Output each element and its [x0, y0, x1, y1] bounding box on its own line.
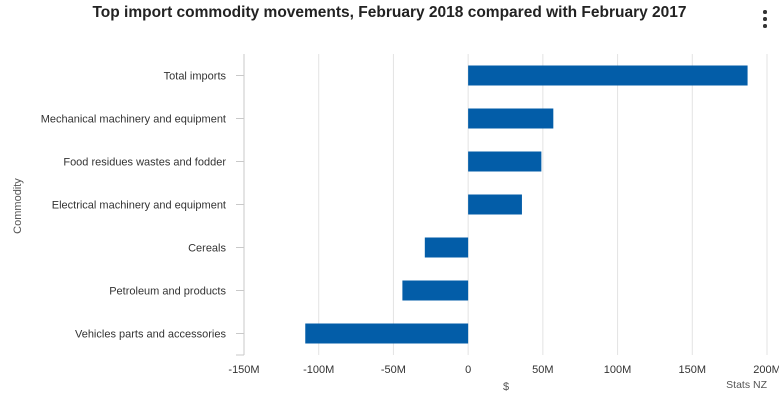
bar[interactable] — [468, 151, 542, 172]
category-label: Food residues wastes and fodder — [63, 157, 226, 169]
category-label: Total imports — [164, 71, 227, 83]
category-label: Mechanical machinery and equipment — [41, 114, 226, 126]
bar[interactable] — [468, 65, 748, 86]
x-axis-title: $ — [502, 381, 510, 393]
category-label: Petroleum and products — [109, 286, 226, 298]
x-tick-label: -100M — [303, 364, 334, 376]
bar[interactable] — [424, 237, 469, 258]
kebab-menu-icon — [763, 10, 767, 14]
chart-credit: Stats NZ — [726, 379, 767, 391]
bar-layer — [305, 65, 748, 344]
axis-layer — [236, 54, 245, 356]
bar[interactable] — [468, 108, 554, 129]
x-tick-label: -150M — [228, 364, 259, 376]
bar[interactable] — [468, 194, 522, 215]
chart-title: Top import commodity movements, February… — [92, 4, 687, 21]
kebab-menu-icon-dot — [763, 17, 767, 21]
category-label: Cereals — [188, 243, 226, 255]
x-tick-label: 200M — [753, 364, 779, 376]
category-label: Electrical machinery and equipment — [52, 200, 226, 212]
chart-menu-button[interactable] — [757, 8, 773, 30]
x-tick-label: 50M — [532, 364, 553, 376]
kebab-menu-icon-dot — [763, 24, 767, 28]
bar[interactable] — [305, 323, 469, 344]
x-tick-label: 100M — [604, 364, 632, 376]
x-tick-label: 0 — [465, 364, 471, 376]
label-layer: -150M -100M -50M 0 50M 100M 150M 200M Total impo… — [41, 71, 779, 377]
bar[interactable] — [402, 280, 469, 301]
x-tick-label: -50M — [381, 364, 406, 376]
x-tick-label: 150M — [679, 364, 707, 376]
category-label: Vehicles parts and accessories — [75, 329, 227, 341]
